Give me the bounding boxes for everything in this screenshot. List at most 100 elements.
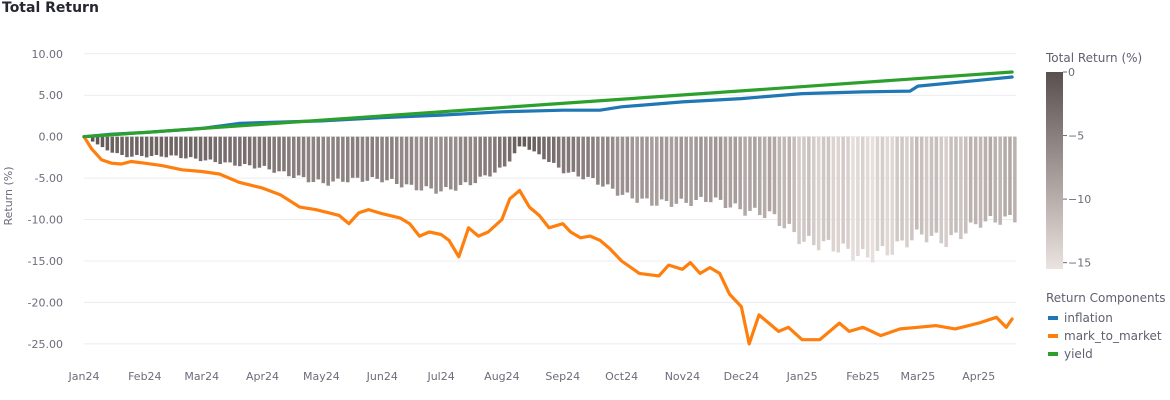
y-tick-label: -25.00 [28, 338, 63, 351]
legend-label-inflation: inflation [1064, 311, 1113, 325]
return-bar [262, 136, 267, 166]
return-bar [679, 136, 684, 199]
return-bar [934, 136, 939, 233]
return-bar [336, 136, 340, 179]
return-bar [257, 136, 262, 168]
return-bar [606, 136, 610, 185]
return-bar [610, 136, 615, 189]
return-bar [689, 136, 693, 206]
return-bar [1008, 136, 1012, 215]
return-bar [856, 136, 860, 257]
return-bar [973, 136, 978, 225]
return-bar [836, 136, 841, 253]
colorbar-tick-label: −15 [1068, 257, 1091, 270]
return-bar [576, 136, 581, 177]
x-tick-label: Oct24 [605, 370, 638, 383]
return-bar [144, 136, 149, 158]
return-bar [154, 136, 159, 155]
return-bar [753, 136, 757, 208]
return-bar [385, 136, 389, 181]
return-bar [542, 136, 546, 160]
return-bar [635, 136, 639, 203]
return-bar [404, 136, 409, 185]
return-bar [169, 136, 173, 156]
return-bar [228, 136, 232, 163]
return-bar [630, 136, 635, 199]
return-bar [915, 136, 919, 230]
x-tick-label: May24 [303, 370, 340, 383]
return-bar [370, 136, 375, 177]
return-bar [355, 136, 360, 178]
return-bar [272, 136, 276, 173]
legend-swatch-mark-to-market [1048, 334, 1058, 338]
return-bar [238, 136, 242, 167]
x-tick-label: Jul24 [426, 370, 454, 383]
return-bar [552, 136, 556, 163]
return-bar [865, 136, 870, 258]
return-bar [395, 136, 399, 184]
return-bar [738, 136, 742, 210]
return-bar [655, 136, 659, 206]
return-bar [252, 136, 257, 169]
return-bar [659, 136, 664, 200]
return-bar [390, 136, 394, 179]
return-bar [287, 136, 291, 177]
return-bar [807, 136, 811, 236]
return-bar [640, 136, 644, 199]
return-bar [968, 136, 973, 223]
return-bar [444, 136, 448, 187]
return-bar [939, 136, 944, 244]
return-bar [488, 136, 492, 177]
legend-swatch-yield [1048, 352, 1058, 356]
return-bar [571, 136, 576, 172]
return-bar [306, 136, 311, 183]
return-bar [507, 136, 512, 162]
return-bar [782, 136, 787, 229]
return-bar [247, 136, 252, 166]
return-bar [758, 136, 762, 216]
return-bar [988, 136, 993, 216]
return-bar [429, 136, 433, 189]
return-bar [664, 136, 669, 201]
return-bar [110, 136, 115, 153]
return-bar [561, 136, 566, 174]
return-bar [517, 136, 522, 147]
chart-title: Total Return [2, 0, 99, 16]
return-bar [821, 136, 826, 242]
legend-label-mark-to-market: mark_to_market [1064, 329, 1162, 343]
return-bar [797, 136, 801, 245]
return-bar [198, 136, 203, 162]
return-bar [645, 136, 649, 199]
return-bar [498, 136, 502, 168]
return-bar [709, 136, 713, 203]
bars-layer [86, 136, 1017, 263]
x-tick-label: Feb24 [128, 370, 161, 383]
colorbar-tick-label: −10 [1068, 193, 1091, 206]
return-bar [105, 136, 110, 151]
return-bar [684, 136, 688, 203]
return-bar [650, 136, 654, 206]
return-bar [954, 136, 958, 233]
x-axis-ticks: Jan24 Feb24 Mar24 Apr24 May24 Jun24 Jul24 Aug24… [68, 370, 996, 383]
y-tick-label: 5.00 [39, 89, 64, 102]
return-bar [713, 136, 718, 198]
return-bar [174, 136, 178, 156]
return-bar [895, 136, 899, 242]
y-tick-label: -10.00 [28, 214, 63, 227]
return-bar [414, 136, 419, 191]
return-bar [978, 136, 983, 228]
return-bar [556, 136, 561, 168]
return-bar [277, 136, 281, 172]
return-bar [949, 136, 953, 236]
x-tick-label: Jun24 [366, 370, 398, 383]
x-tick-label: Aug24 [484, 370, 519, 383]
return-bar [189, 136, 193, 158]
return-bar [812, 136, 816, 246]
return-bar [694, 136, 698, 200]
x-tick-label: Apr25 [962, 370, 995, 383]
return-bar [919, 136, 924, 235]
x-tick-label: Dec24 [724, 370, 759, 383]
return-bar [512, 136, 517, 154]
return-bar [537, 136, 541, 155]
